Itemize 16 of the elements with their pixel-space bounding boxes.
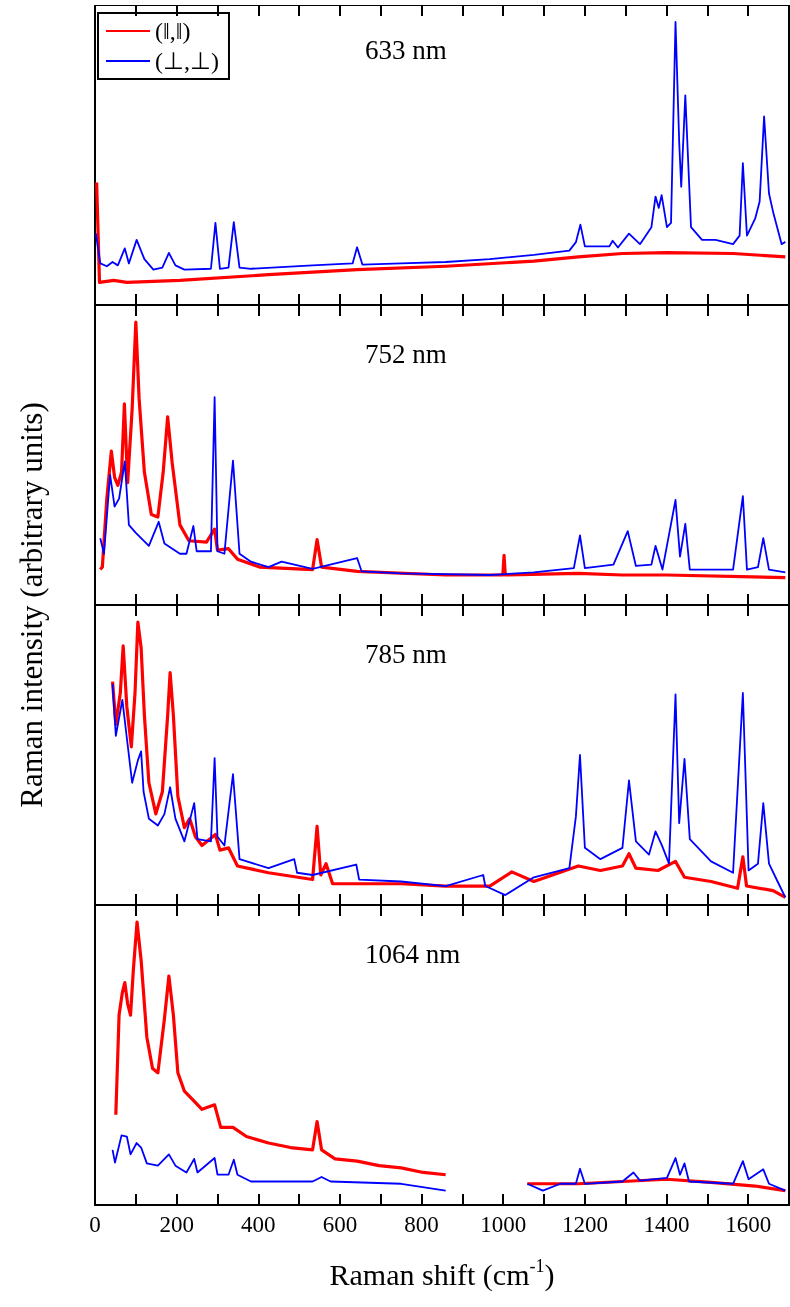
text: 785 nm: [365, 638, 447, 669]
text: 752 nm: [365, 338, 447, 369]
text: 1064 nm: [365, 938, 461, 969]
x-tick-label: 400: [241, 1212, 276, 1237]
x-tick-label: 1200: [561, 1212, 608, 1237]
text: 633 nm: [365, 34, 447, 65]
x-tick-label: 1600: [725, 1212, 772, 1237]
y-axis-title: Raman intensity (arbitrary units): [14, 402, 50, 808]
x-tick-label: 1400: [643, 1212, 690, 1237]
x-tick-label: 800: [404, 1212, 439, 1237]
legend-label: (⊥,⊥): [155, 48, 219, 74]
legend-label: (‖,‖): [155, 18, 191, 44]
x-tick-label: 1000: [480, 1212, 527, 1237]
x-tick-label: 600: [322, 1212, 358, 1237]
x-tick-label: 0: [89, 1212, 101, 1237]
x-tick-label: 200: [159, 1212, 194, 1237]
